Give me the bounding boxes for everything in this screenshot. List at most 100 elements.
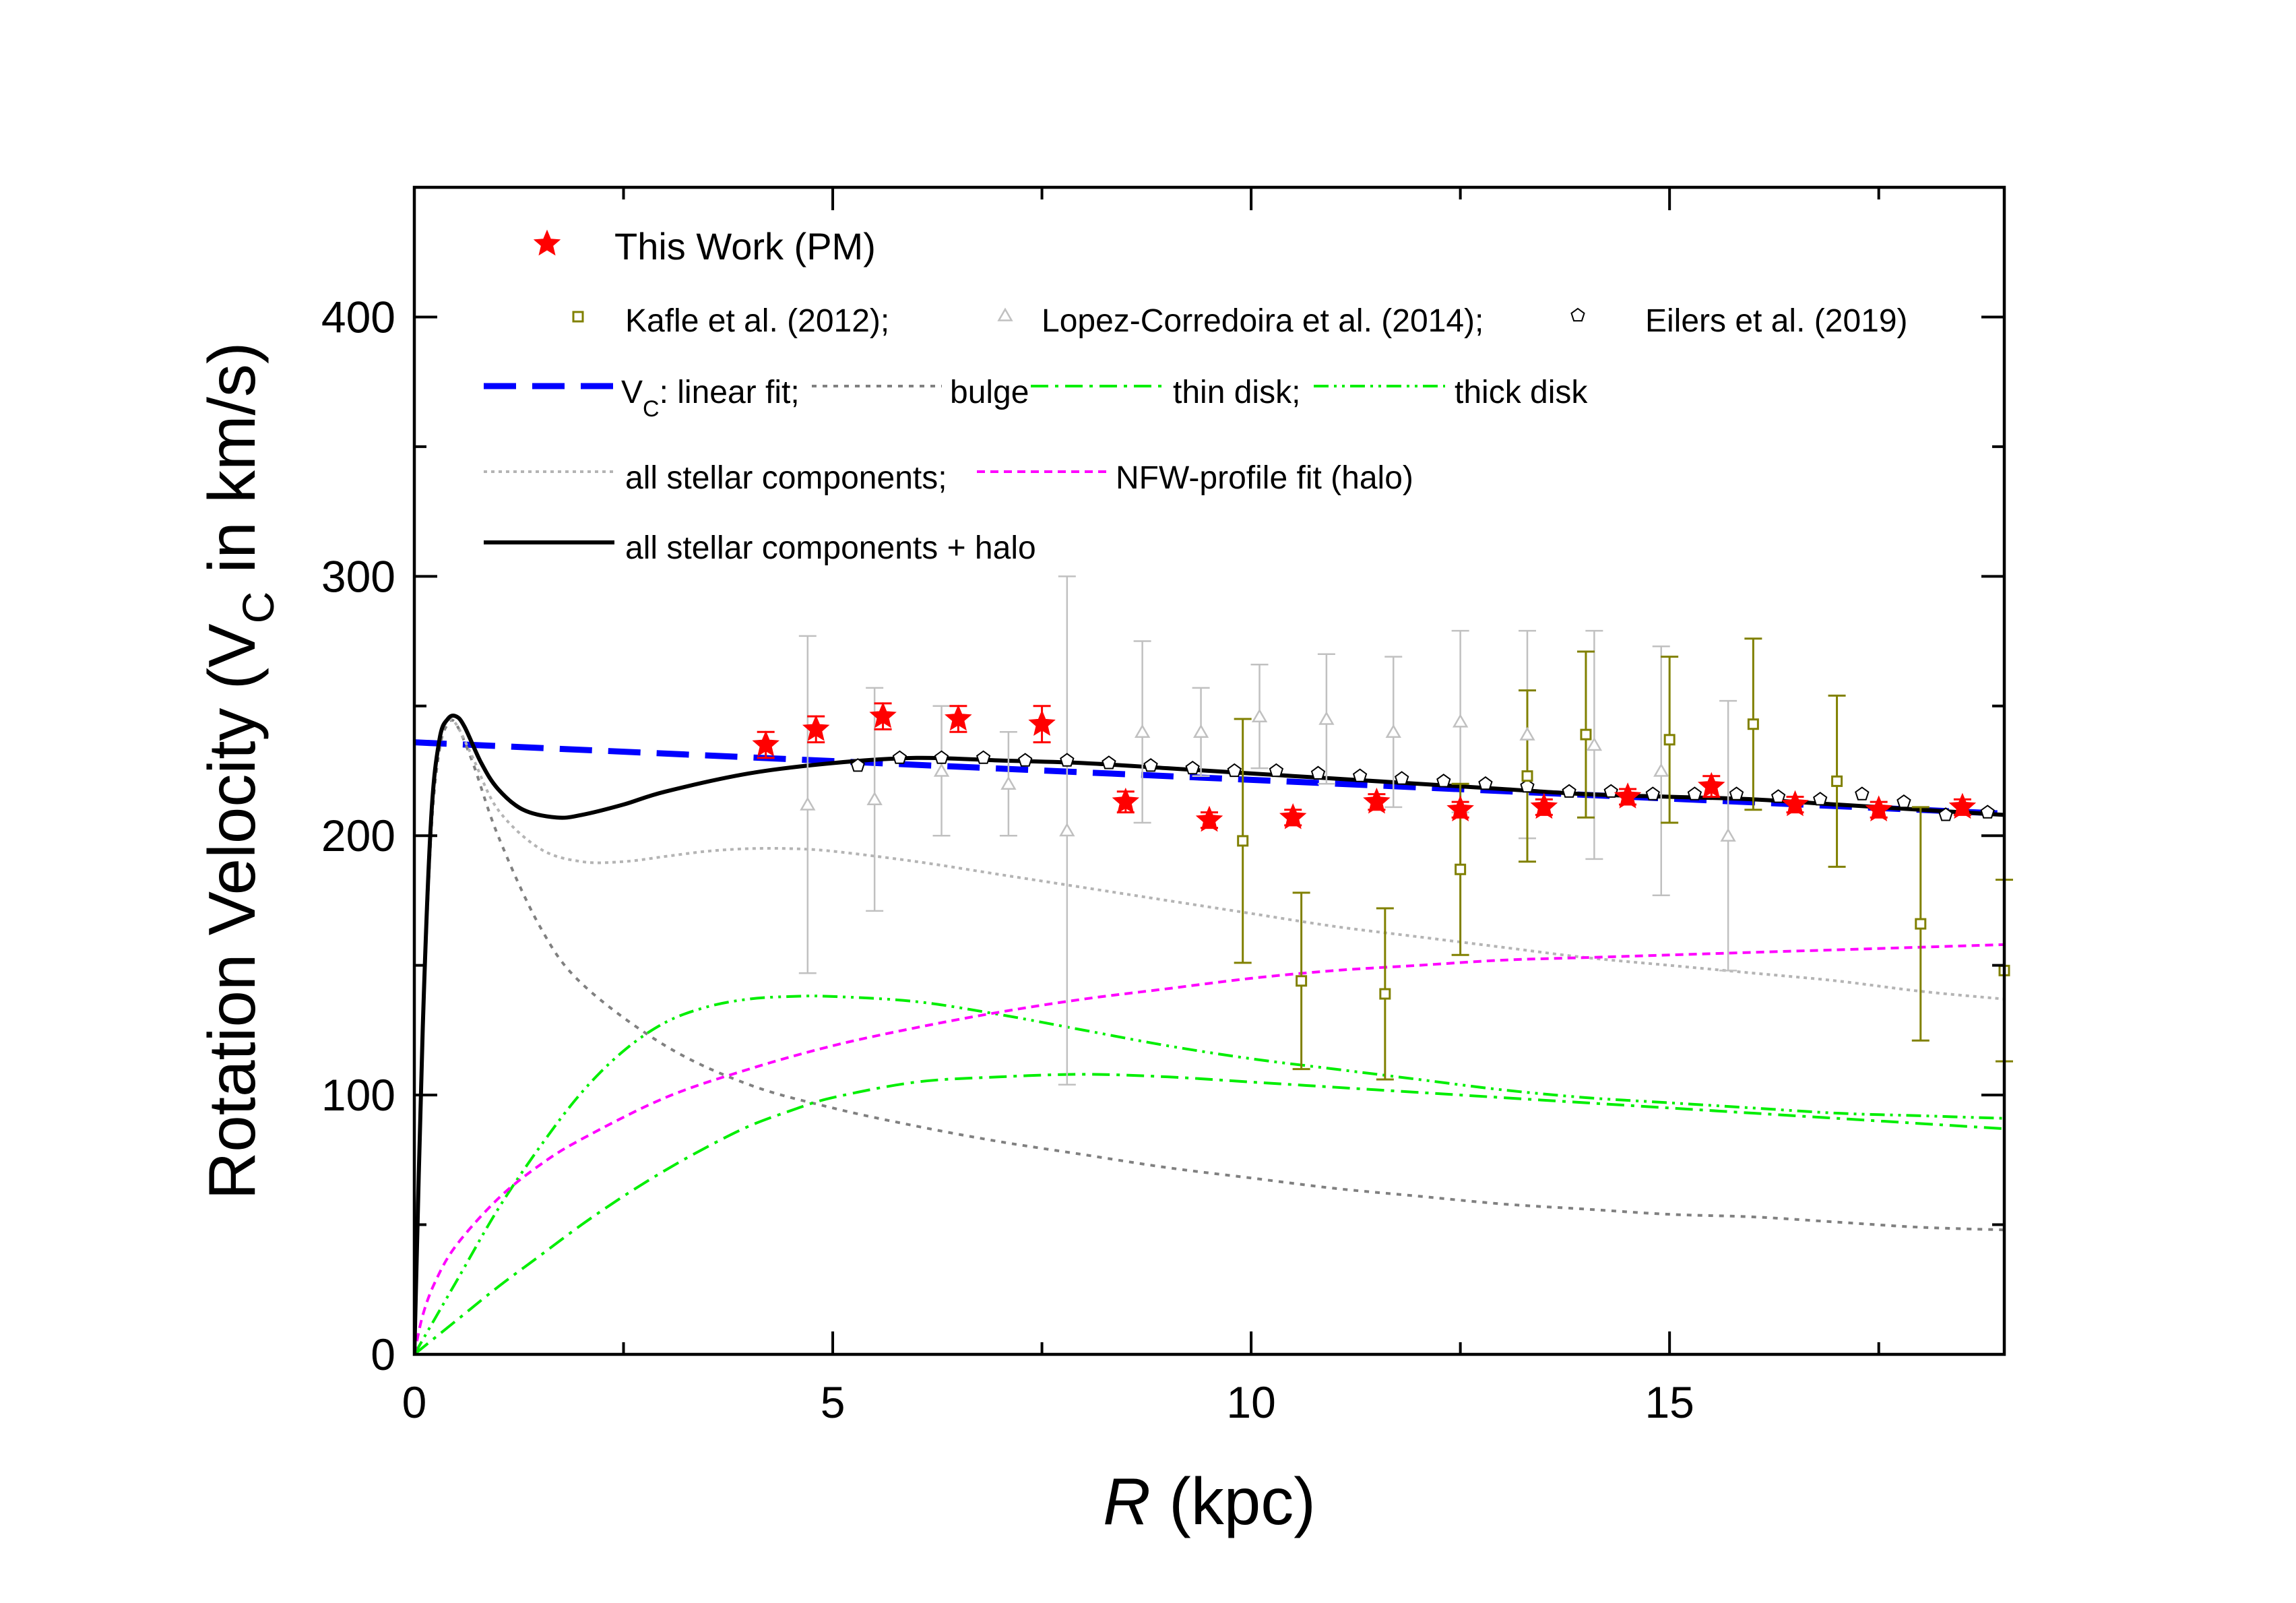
data-point-square (1915, 918, 1927, 930)
data-point-star (1112, 787, 1140, 814)
data-point-pentagon (1102, 755, 1116, 769)
data-point-square (1379, 988, 1391, 1000)
data-point-square (1580, 728, 1592, 741)
y-tick-label: 400 (321, 292, 395, 342)
data-point-pentagon (1855, 786, 1870, 800)
data-point-star (945, 704, 972, 731)
legend-samples (484, 229, 1585, 544)
data-point-pentagon (1562, 784, 1576, 798)
legend-nfw: NFW-profile fit (halo) (1116, 460, 1413, 496)
data-point-triangle (1385, 724, 1401, 738)
data-point-star (1865, 795, 1892, 821)
data-point-triangle (1519, 726, 1535, 741)
data-point-pentagon (1478, 776, 1493, 790)
y-tick-label: 300 (321, 551, 395, 601)
legend: This Work (PM) Kafle et al. (2012); Lope… (484, 225, 1908, 566)
data-point-triangle (1059, 823, 1075, 837)
x-tick-label: 0 (402, 1377, 427, 1427)
series-line-vc-linear-fit (414, 739, 2004, 817)
x-axis-label: R (kpc) (1103, 1464, 1316, 1538)
data-point-pentagon (1520, 778, 1535, 793)
data-point-triangle (933, 763, 950, 777)
legend-kafle: Kafle et al. (2012); (625, 303, 889, 339)
data-point-star (752, 730, 779, 757)
y-tick-label: 200 (321, 811, 395, 860)
data-point-triangle (1251, 708, 1268, 722)
data-point-pentagon (934, 750, 949, 764)
data-point-pentagon (1603, 784, 1618, 798)
data-point-triangle (1586, 737, 1603, 751)
legend-bulge: bulge (950, 375, 1029, 410)
data-point-star (1279, 803, 1307, 829)
data-point-pentagon (1395, 771, 1409, 785)
data-point-star (1363, 787, 1391, 814)
data-point-star (1195, 805, 1223, 832)
data-point-pentagon (1060, 753, 1075, 767)
data-point-triangle (1134, 724, 1151, 738)
data-point-square (1237, 835, 1249, 847)
data-point-triangle (1720, 827, 1736, 842)
legend-all-stellar: all stellar components; (625, 460, 947, 496)
legend-this-work: This Work (PM) (614, 225, 876, 268)
legend-thin-disk: thin disk; (1173, 375, 1300, 410)
y-tick-label: 100 (321, 1070, 395, 1120)
axis-tick-labels: 0 5 10 15 0 100 200 300 400 (321, 292, 1694, 1427)
data-point-star (1614, 782, 1642, 809)
data-markers (752, 701, 2010, 1000)
data-point-star (1028, 710, 1056, 736)
data-point-star (1948, 792, 1977, 819)
data-point-star (1530, 792, 1558, 819)
data-point-pentagon (1729, 786, 1744, 800)
legend-sample-square (572, 311, 584, 323)
legend-lopez: Lopez-Corredoira et al. (2014); (1042, 303, 1484, 339)
data-point-pentagon (1980, 805, 1995, 819)
data-point-pentagon (1227, 763, 1242, 778)
legend-sample-star (533, 229, 561, 256)
data-point-triangle (1452, 714, 1469, 728)
data-point-square (1831, 775, 1843, 787)
data-point-pentagon (1687, 786, 1702, 800)
data-point-triangle (800, 796, 816, 811)
data-point-triangle (1318, 711, 1335, 725)
data-point-pentagon (1310, 765, 1326, 780)
data-point-star (1697, 772, 1725, 798)
series-line-thin-disk (414, 1073, 2004, 1354)
legend-vc-fit: VC: linear fit; (621, 375, 800, 422)
data-point-pentagon (1436, 774, 1451, 788)
data-point-triangle (1192, 724, 1209, 738)
y-tick-label: 0 (371, 1329, 395, 1379)
plot-frame (412, 185, 2006, 1356)
y-axis-label: Rotation Velocity (VC in km/s) (195, 342, 283, 1199)
data-point-pentagon (1185, 760, 1200, 775)
data-point-pentagon (976, 750, 991, 764)
legend-thick-disk: thick disk (1455, 375, 1588, 410)
data-point-square (1747, 718, 1759, 730)
data-point-star (1446, 795, 1474, 821)
data-point-pentagon (892, 750, 907, 764)
data-point-square (1663, 734, 1676, 746)
data-point-pentagon (1645, 786, 1660, 800)
axis-ticks (413, 187, 2004, 1356)
x-tick-label: 5 (821, 1377, 846, 1427)
data-point-pentagon (1938, 807, 1953, 821)
legend-sample-triangle (997, 307, 1013, 321)
data-point-triangle (866, 791, 883, 806)
legend-sample-pentagon (1570, 307, 1585, 322)
data-point-pentagon (1352, 768, 1368, 782)
x-tick-label: 10 (1226, 1377, 1275, 1427)
data-point-pentagon (1018, 753, 1033, 767)
data-point-triangle (1653, 763, 1669, 777)
data-point-pentagon (850, 758, 865, 772)
data-point-star (802, 715, 830, 741)
data-point-star (869, 701, 897, 728)
data-point-star (1781, 790, 1809, 817)
data-point-triangle (1000, 776, 1017, 790)
legend-all-plus-halo: all stellar components + halo (625, 530, 1036, 566)
legend-eilers: Eilers et al. (2019) (1645, 303, 1908, 339)
data-point-pentagon (1269, 763, 1284, 778)
data-point-square (1521, 770, 1533, 782)
data-point-pentagon (1771, 789, 1786, 803)
x-tick-label: 15 (1645, 1377, 1694, 1427)
